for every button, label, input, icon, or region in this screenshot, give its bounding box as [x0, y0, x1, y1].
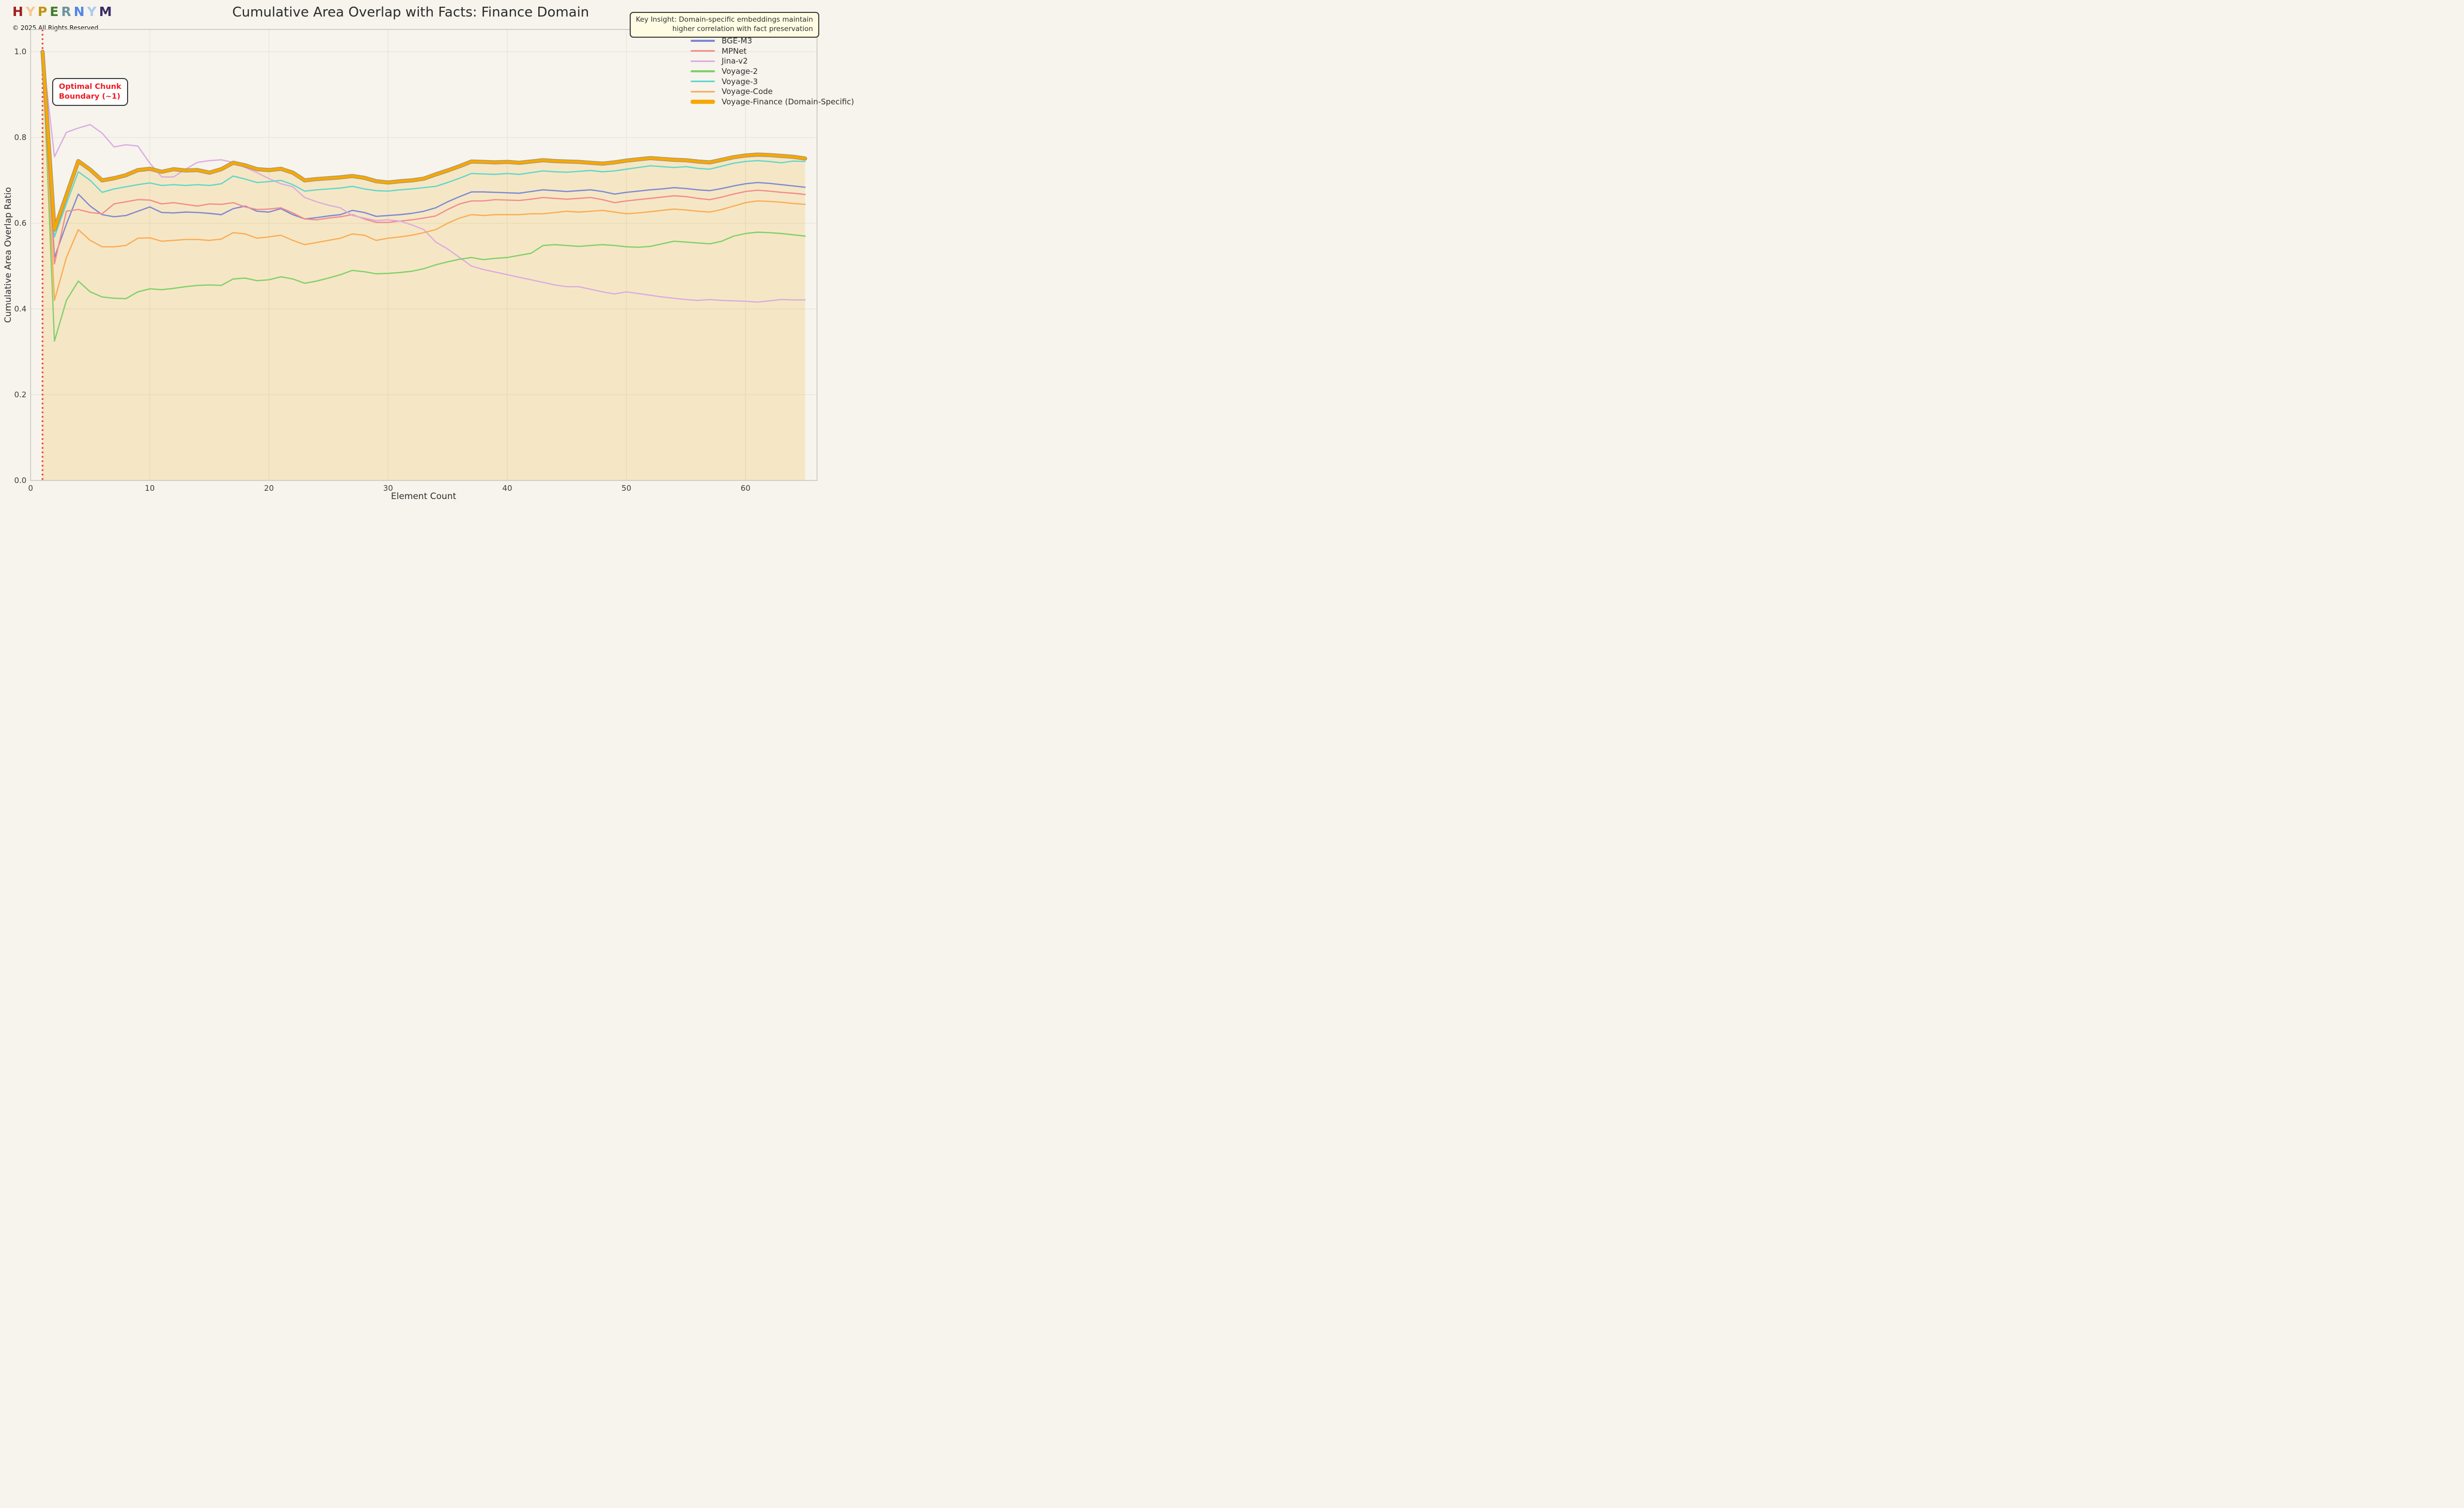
key-insight-line1: Key Insight: Domain-specific embeddings …: [635, 15, 813, 24]
legend-item: Jina-v2: [691, 56, 854, 66]
legend-item: Voyage-Finance (Domain-Specific): [691, 97, 854, 107]
y-tick-label: 0.2: [14, 390, 27, 400]
logo-letter: Y: [87, 4, 99, 19]
key-insight-box: Key Insight: Domain-specific embeddings …: [629, 12, 819, 38]
series-line-bge-m3: [42, 51, 806, 258]
x-axis-label: Element Count: [391, 491, 457, 502]
legend-swatch: [691, 70, 715, 72]
legend-swatch: [691, 80, 715, 83]
fill-under-voyage-finance: [42, 52, 805, 480]
key-insight-line2: higher correlation with fact preservatio…: [672, 24, 813, 33]
optimal-chunk-boundary-annotation: Optimal Chunk Boundary (~1): [52, 78, 128, 106]
annotation-line1: Optimal Chunk: [59, 83, 121, 91]
legend-label: BGE-M3: [722, 36, 753, 45]
legend-item: MPNet: [691, 46, 854, 56]
x-tick-label: 10: [145, 484, 155, 493]
y-tick-label: 0.8: [14, 133, 27, 143]
legend-label: MPNet: [722, 46, 747, 56]
legend-label: Voyage-Code: [722, 87, 773, 97]
logo-letter: H: [12, 4, 26, 19]
series-line-voyage-finance-domain-specific: [41, 50, 807, 231]
legend-item: BGE-M3: [691, 36, 854, 46]
y-tick-label: 0.4: [14, 304, 27, 314]
logo-letter: P: [38, 4, 50, 19]
legend-swatch: [691, 99, 715, 104]
chart-legend: BGE-M3 MPNet Jina-v2 Voyage-2 Voyage-3 Voyage…: [691, 36, 854, 107]
chart-title: Cumulative Area Overlap with Facts: Fina…: [232, 5, 589, 20]
legend-swatch: [691, 40, 715, 42]
x-tick-label: 20: [264, 484, 274, 493]
legend-item: Voyage-2: [691, 66, 854, 76]
legend-label: Voyage-Finance (Domain-Specific): [722, 97, 854, 106]
y-tick-label: 1.0: [14, 47, 27, 57]
logo-letter: E: [50, 4, 61, 19]
legend-label: Voyage-2: [722, 66, 758, 76]
x-tick-label: 40: [502, 484, 512, 493]
series-line-voyage-code: [42, 51, 806, 301]
legend-swatch: [691, 90, 715, 92]
series-line-jina-v2: [42, 51, 806, 303]
x-tick-label: 30: [383, 484, 393, 493]
x-tick-label: 50: [621, 484, 632, 493]
logo-letter: R: [61, 4, 74, 19]
legend-swatch: [691, 60, 715, 62]
legend-item: Voyage-3: [691, 76, 854, 87]
logo-letter: M: [99, 4, 115, 19]
series-line-mpnet: [42, 51, 806, 265]
hypernym-logo: HYPERNYM: [12, 4, 115, 19]
logo-letter: N: [73, 4, 87, 19]
chart-plot-area: [30, 29, 818, 481]
logo-letter: Y: [25, 4, 38, 19]
series-line-voyage-3: [42, 51, 806, 238]
x-tick-label: 60: [740, 484, 751, 493]
x-tick-label: 0: [28, 484, 34, 493]
annotation-line2: Boundary (~1): [59, 92, 120, 101]
legend-item: Voyage-Code: [691, 86, 854, 97]
legend-label: Jina-v2: [722, 56, 748, 66]
y-tick-label: 0.0: [14, 476, 27, 485]
series-line-voyage-2: [42, 51, 806, 342]
plot-border: [30, 29, 818, 481]
y-tick-label: 0.6: [14, 219, 27, 228]
legend-label: Voyage-3: [722, 76, 758, 86]
legend-swatch: [691, 50, 715, 52]
